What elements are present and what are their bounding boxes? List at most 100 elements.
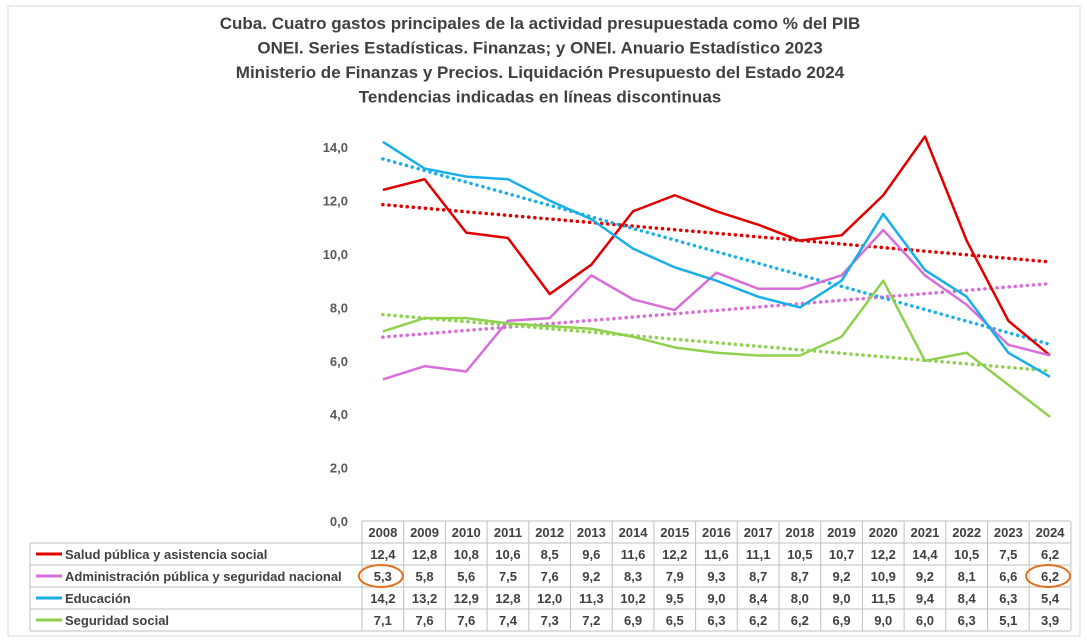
data-label: 5,4 [1041, 591, 1060, 606]
chart-title-line: ONEI. Series Estadísticas. Finanzas; y O… [257, 39, 822, 58]
trendline-2 [381, 157, 1052, 347]
trendline-1 [381, 281, 1052, 339]
data-label: 12,2 [662, 547, 687, 562]
data-label: 8,3 [624, 569, 642, 584]
x-category-label: 2021 [910, 525, 939, 540]
data-label: 7,4 [499, 613, 518, 628]
data-label: 8,4 [749, 591, 768, 606]
y-tick-label: 4,0 [330, 407, 348, 422]
data-label: 7,9 [666, 569, 684, 584]
data-label: 5,1 [999, 613, 1017, 628]
legend-label: Administración pública y seguridad nacio… [65, 569, 342, 584]
data-label: 7,6 [416, 613, 434, 628]
data-label: 8,5 [541, 547, 559, 562]
y-tick-label: 2,0 [330, 461, 348, 476]
data-label: 6,2 [1041, 547, 1059, 562]
data-label: 9,0 [707, 591, 725, 606]
data-label: 7,6 [457, 613, 475, 628]
data-label: 7,5 [999, 547, 1017, 562]
series-line-2 [382, 140, 1051, 378]
trendline-3 [381, 312, 1052, 373]
data-label: 8,4 [958, 591, 977, 606]
data-label: 7,1 [374, 613, 392, 628]
x-category-label: 2009 [410, 525, 439, 540]
data-label: 9,3 [707, 569, 725, 584]
series-line-0 [382, 135, 1051, 357]
data-label: 5,8 [416, 569, 434, 584]
data-label: 11,1 [746, 547, 771, 562]
data-label: 10,8 [454, 547, 479, 562]
data-label: 9,2 [582, 569, 600, 584]
data-label: 13,2 [412, 591, 437, 606]
data-label: 6,3 [707, 613, 725, 628]
data-label: 6,9 [833, 613, 851, 628]
data-label: 12,8 [412, 547, 437, 562]
chart-title-line: Cuba. Cuatro gastos principales de la ac… [220, 14, 861, 33]
data-label: 10,5 [787, 547, 812, 562]
x-category-label: 2014 [619, 525, 649, 540]
x-category-label: 2023 [994, 525, 1023, 540]
data-label: 11,3 [579, 591, 604, 606]
data-label: 8,7 [749, 569, 767, 584]
data-label: 9,5 [666, 591, 684, 606]
data-label: 11,6 [621, 547, 646, 562]
data-label: 14,2 [370, 591, 395, 606]
legend-label: Salud pública y asistencia social [65, 547, 267, 562]
y-tick-label: 12,0 [323, 194, 348, 209]
data-label: 12,9 [454, 591, 479, 606]
data-label: 12,2 [871, 547, 896, 562]
data-label: 9,2 [916, 569, 934, 584]
data-label: 8,7 [791, 569, 809, 584]
data-label: 6,6 [999, 569, 1017, 584]
data-label: 10,6 [495, 547, 520, 562]
data-label: 9,0 [874, 613, 892, 628]
x-category-label: 2015 [660, 525, 689, 540]
data-label: 8,0 [791, 591, 809, 606]
x-category-label: 2020 [869, 525, 898, 540]
data-label: 7,6 [541, 569, 559, 584]
series-line-1 [382, 228, 1051, 381]
data-label: 7,5 [499, 569, 517, 584]
x-category-label: 2022 [952, 525, 981, 540]
data-label: 3,9 [1041, 613, 1059, 628]
y-tick-label: 0,0 [330, 514, 348, 529]
data-label: 12,0 [537, 591, 562, 606]
y-tick-label: 14,0 [323, 140, 348, 155]
highlight-circle [357, 564, 404, 588]
data-label: 9,6 [582, 547, 600, 562]
x-category-label: 2010 [452, 525, 481, 540]
data-label: 7,3 [541, 613, 559, 628]
x-category-label: 2016 [702, 525, 731, 540]
series-line-3 [382, 279, 1051, 418]
x-category-label: 2024 [1036, 525, 1066, 540]
data-label: 6,2 [1041, 569, 1059, 584]
x-category-label: 2018 [785, 525, 814, 540]
data-label: 6,3 [958, 613, 976, 628]
data-label: 10,9 [871, 569, 896, 584]
y-tick-label: 6,0 [330, 354, 348, 369]
x-category-label: 2013 [577, 525, 606, 540]
data-label: 10,2 [620, 591, 645, 606]
data-label: 5,3 [374, 569, 392, 584]
data-label: 6,3 [999, 591, 1017, 606]
data-label: 9,4 [916, 591, 935, 606]
data-label: 6,5 [666, 613, 684, 628]
data-label: 10,5 [954, 547, 979, 562]
data-label: 12,4 [370, 547, 396, 562]
chart-title-line: Tendencias indicadas en líneas discontin… [359, 88, 721, 107]
data-label: 9,0 [833, 591, 851, 606]
x-category-label: 2012 [535, 525, 564, 540]
data-label: 7,2 [582, 613, 600, 628]
data-label: 10,7 [829, 547, 854, 562]
chart-border [7, 5, 1081, 637]
data-label: 6,2 [749, 613, 767, 628]
data-label: 14,4 [912, 547, 938, 562]
data-label: 11,6 [704, 547, 729, 562]
x-category-label: 2011 [494, 525, 522, 540]
data-label: 6,2 [791, 613, 809, 628]
x-category-label: 2008 [368, 525, 397, 540]
x-category-label: 2019 [827, 525, 856, 540]
data-label: 5,6 [457, 569, 475, 584]
